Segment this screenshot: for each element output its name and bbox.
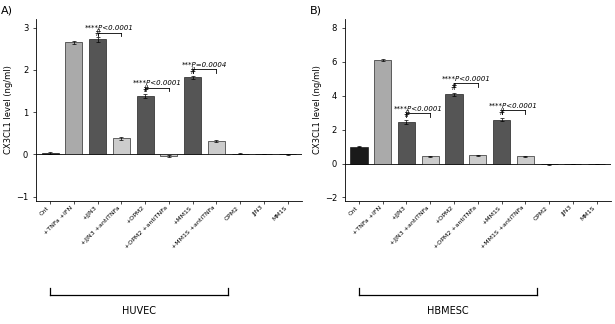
Bar — [398, 122, 415, 164]
Bar — [445, 94, 462, 164]
Bar — [255, 154, 272, 155]
Y-axis label: CX3CL1 level (ng/ml): CX3CL1 level (ng/ml) — [4, 65, 13, 155]
Text: ****P<0.0001: ****P<0.0001 — [85, 25, 134, 31]
Y-axis label: CX3CL1 level (ng/ml): CX3CL1 level (ng/ml) — [313, 65, 322, 155]
Text: HUVEC: HUVEC — [122, 306, 156, 316]
Bar — [161, 155, 178, 156]
Text: ****P<0.0001: ****P<0.0001 — [442, 76, 490, 82]
Bar — [113, 138, 130, 155]
Text: #: # — [451, 83, 457, 92]
Text: #: # — [403, 110, 410, 119]
Bar — [374, 60, 391, 164]
Text: ***P=0.0004: ***P=0.0004 — [182, 62, 227, 68]
Text: HBMESC: HBMESC — [427, 306, 469, 316]
Text: B): B) — [310, 6, 322, 16]
Bar — [89, 40, 106, 155]
Bar — [469, 156, 486, 164]
Text: A): A) — [1, 6, 14, 16]
Text: ****P<0.0001: ****P<0.0001 — [394, 106, 443, 112]
Bar — [422, 156, 439, 164]
Bar — [517, 156, 534, 164]
Text: ****P<0.0001: ****P<0.0001 — [489, 103, 538, 109]
Text: ****P<0.0001: ****P<0.0001 — [133, 80, 181, 86]
Bar — [232, 154, 248, 155]
Bar — [351, 146, 368, 164]
Bar — [493, 120, 510, 164]
Bar — [208, 141, 225, 155]
Bar — [65, 42, 82, 155]
Text: #: # — [498, 108, 505, 117]
Text: #: # — [142, 86, 148, 94]
Bar — [42, 153, 58, 155]
Bar — [137, 96, 154, 155]
Text: #: # — [189, 67, 196, 76]
Bar — [184, 77, 201, 155]
Text: #: # — [95, 29, 101, 38]
